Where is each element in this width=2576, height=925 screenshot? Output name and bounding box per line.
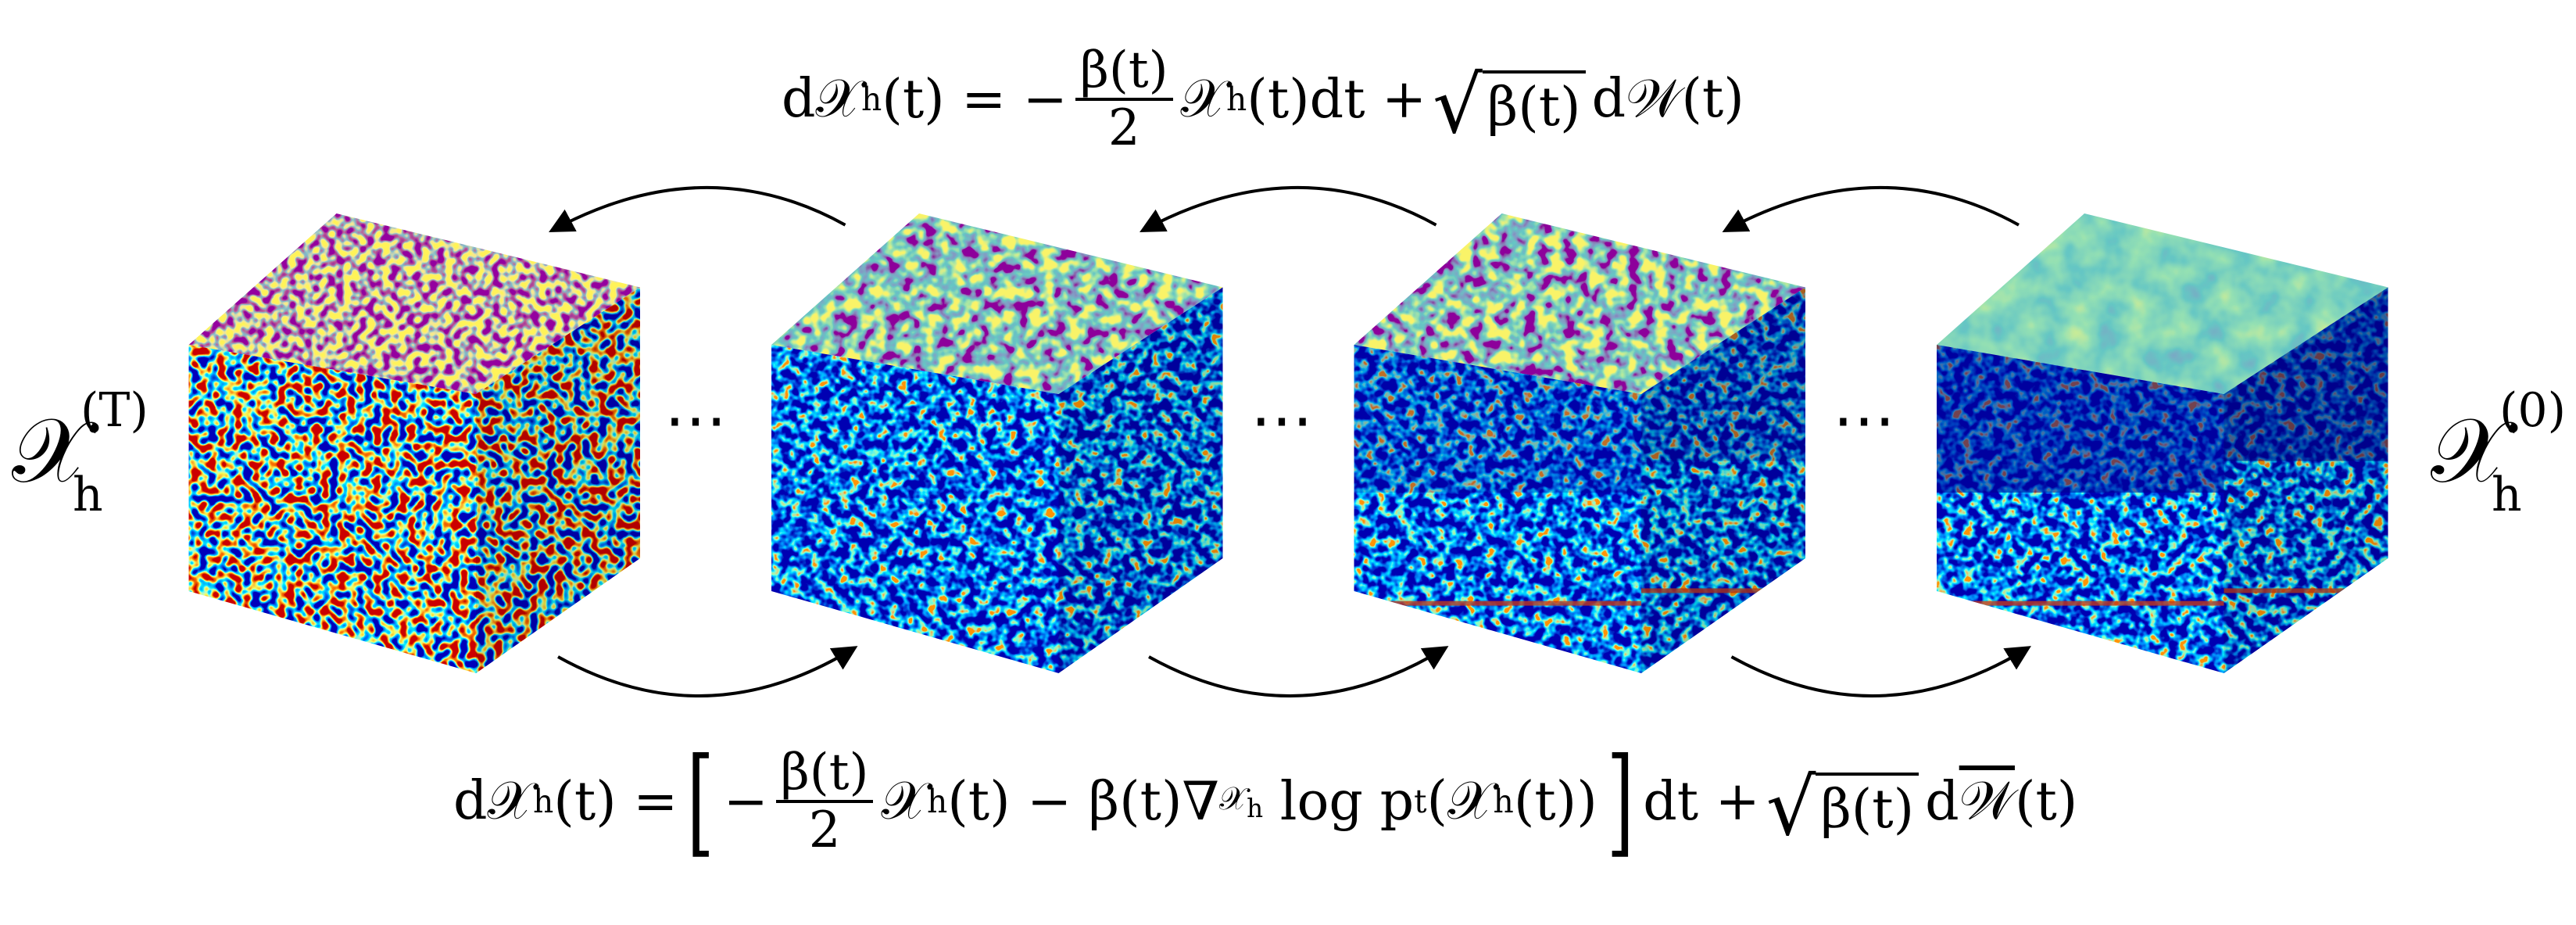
eq-sub: h [1493, 783, 1514, 820]
sqrt: √ β(t) [1766, 762, 1919, 847]
cube-face [188, 345, 476, 673]
label-sub: h [2492, 468, 2522, 522]
eq-text: (𝒳 [1426, 770, 1494, 832]
eq-sub: h [926, 783, 948, 820]
arrows [549, 185, 2031, 697]
numerator: β(t) [775, 744, 874, 803]
eq-text: d [1925, 770, 1959, 833]
arrow [549, 185, 846, 233]
label-sub: h [73, 468, 103, 522]
eq-text: d𝒳 [453, 770, 534, 832]
end-label: 𝒳 (0) h [2431, 383, 2566, 522]
denominator: 2 [808, 801, 841, 859]
fraction: β(t) 2 [775, 744, 874, 859]
eq-text: 𝒲 [1959, 770, 2015, 832]
ellipsis: ⋯ [1833, 383, 1895, 456]
fraction: β(t) 2 [1075, 43, 1173, 156]
bracket: [ [686, 733, 715, 869]
arrow [1140, 185, 1437, 233]
eq-sub: 𝒳 [1219, 780, 1247, 818]
cube [1354, 213, 1805, 673]
arrow [1730, 646, 2031, 697]
eq-text: 𝒳 [1180, 68, 1227, 131]
eq-sub: h [533, 783, 554, 820]
cube-dark [476, 287, 640, 673]
eq-text: 𝒳 [881, 770, 927, 832]
eq-text: (t) = − [882, 68, 1068, 131]
eq-sub: h [1247, 793, 1264, 823]
label-main: 𝒳 [12, 399, 89, 504]
ellipsis: ⋯ [1250, 383, 1313, 456]
label-sup: (T) [80, 383, 148, 438]
eq-text: log p [1279, 770, 1415, 833]
cube-dark [1641, 287, 1805, 673]
cube [771, 213, 1223, 673]
eq-text: (t) − β(t)∇ [947, 770, 1219, 833]
cube-dark [2224, 287, 2388, 673]
eq-text: (t) [2014, 770, 2078, 833]
cube-stripe [1354, 601, 1641, 606]
cube-stripe [1937, 601, 2224, 606]
eq-text: (t) = [553, 770, 678, 833]
cube [1937, 213, 2388, 673]
label-sup: (0) [2499, 383, 2566, 438]
arrow [557, 646, 858, 697]
bracket: ] [1606, 733, 1634, 869]
ellipsis: ⋯ [664, 383, 727, 456]
sqrt-arg: β(t) [1482, 70, 1586, 138]
eq-text: d𝒲(t) [1591, 68, 1744, 131]
label-main: 𝒳 [2431, 399, 2508, 504]
sqrt-arg: β(t) [1816, 773, 1919, 841]
arrow [1722, 185, 2020, 233]
arrow [1148, 646, 1449, 697]
eq-sub: h [861, 81, 882, 119]
eq-sub: t [1414, 783, 1427, 820]
eq-text: d𝒳 [782, 68, 862, 131]
start-label: 𝒳 (T) h [12, 383, 148, 522]
eq-text: (t)dt + [1247, 68, 1427, 131]
cube-stripe [1641, 588, 1805, 593]
cube-dark [1058, 287, 1223, 673]
denominator: 2 [1107, 99, 1140, 158]
cube-face [771, 345, 1059, 673]
cube-stripe [2224, 588, 2388, 593]
cube [188, 213, 640, 673]
eq-text: dt + [1643, 770, 1760, 833]
eq-text: − [723, 770, 768, 833]
eq-text: (t)) [1513, 770, 1597, 833]
sqrt: √ β(t) [1433, 60, 1586, 145]
eq-sub: h [1226, 81, 1247, 119]
numerator: β(t) [1075, 43, 1173, 102]
